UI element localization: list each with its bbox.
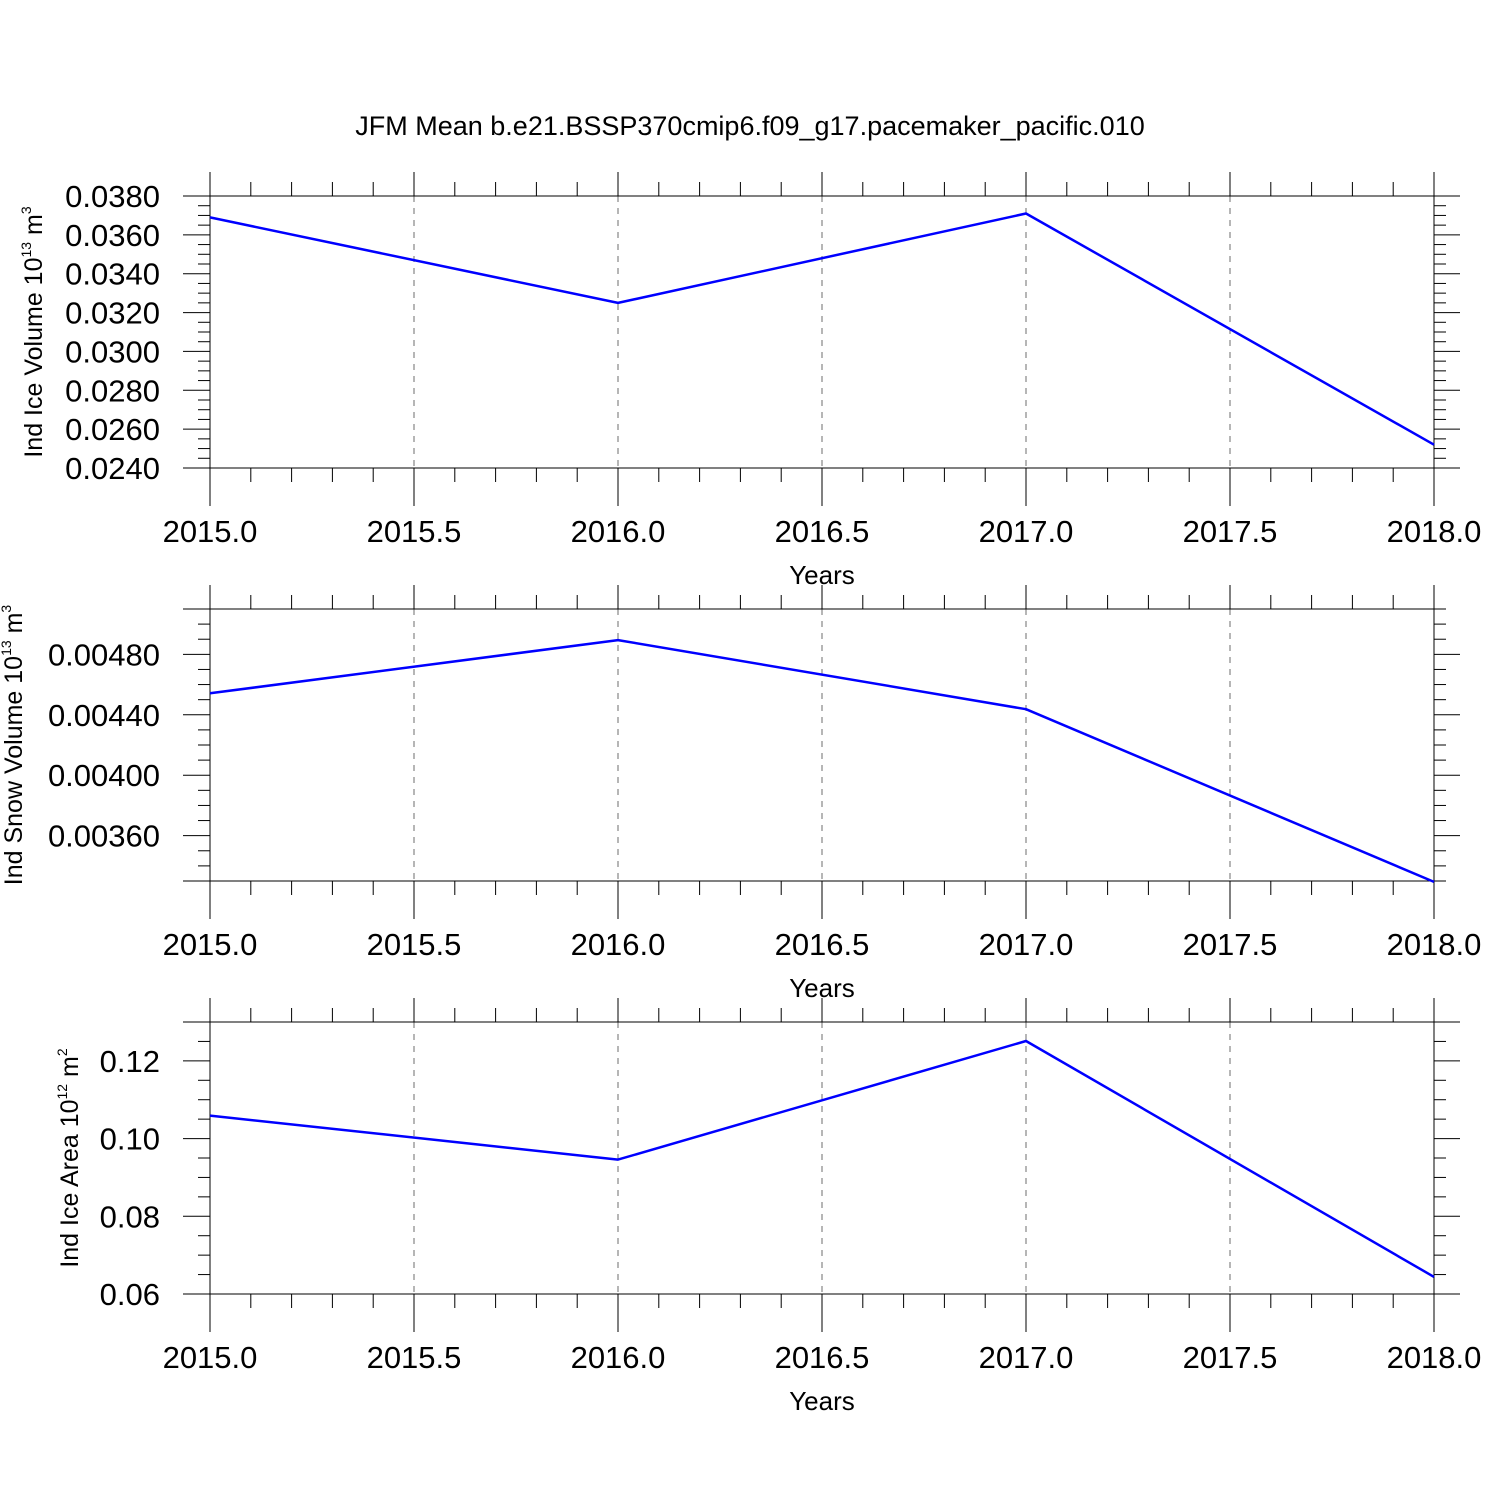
panel-3: 2015.0 2015.5 2016.0 2016.5 2017.0 2017.5 2018…: [54, 998, 1481, 1416]
y-axis-label-text: m: [0, 613, 28, 641]
y-axis-label-exponent: 13: [0, 640, 14, 656]
x-tick-label: 2016.0: [571, 927, 666, 962]
x-tick-label: 2017.5: [1183, 514, 1278, 549]
x-tick-label: 2016.5: [775, 927, 870, 962]
y-tick-label: 0.0320: [65, 296, 160, 331]
y-axis-label: Ind Ice Volume 1013 m3: [18, 206, 48, 458]
y-axis-label-exponent: 13: [18, 242, 34, 258]
y-tick-label: 0.08: [100, 1199, 160, 1234]
x-tick-label: 2017.0: [979, 514, 1074, 549]
y-tick-label: 0.0280: [65, 373, 160, 408]
series-line: [209, 212, 1435, 446]
x-axis-label: Years: [789, 1386, 855, 1416]
y-axis-label-text: m: [56, 1056, 84, 1084]
y-axis-label-text: Ind Ice Volume 10: [20, 258, 48, 458]
y-tick-label: 0.0340: [65, 257, 160, 292]
x-tick-label: 2015.5: [367, 927, 462, 962]
y-tick-label: 0.00360: [48, 819, 160, 854]
y-axis-label: Ind Snow Volume 1013 m3: [0, 605, 28, 886]
y-tick-label: 0.00440: [48, 698, 160, 733]
x-tick-label: 2016.5: [775, 514, 870, 549]
y-tick-label: 0.10: [100, 1122, 160, 1157]
y-tick-label: 0.0300: [65, 334, 160, 369]
y-tick-label: 0.0260: [65, 412, 160, 447]
y-axis-label-exponent: 12: [54, 1084, 70, 1100]
series-line: [209, 1039, 1435, 1278]
y-axis-label-text: Ind Ice Area 10: [56, 1099, 84, 1267]
y-tick-label: 0.00400: [48, 758, 160, 793]
x-tick-label: 2015.0: [163, 927, 258, 962]
y-tick-label: 0.0240: [65, 451, 160, 486]
y-tick-label: 0.00480: [48, 637, 160, 672]
y-axis-label-exponent: 2: [54, 1048, 70, 1056]
figure-title: JFM Mean b.e21.BSSP370cmip6.f09_g17.pace…: [355, 111, 1144, 141]
x-tick-label: 2016.5: [775, 1340, 870, 1375]
x-tick-label: 2016.0: [571, 1340, 666, 1375]
series-line: [209, 638, 1435, 884]
y-axis-label: Ind Ice Area 1012 m2: [54, 1048, 84, 1268]
y-tick-label: 0.12: [100, 1044, 160, 1079]
y-axis-label-exponent: 3: [18, 206, 34, 214]
x-tick-label: 2017.5: [1183, 1340, 1278, 1375]
panels: 2015.0 2015.5 2016.0 2016.5 2017.0 2017.5 2018…: [0, 172, 1481, 1416]
x-tick-label: 2018.0: [1387, 514, 1482, 549]
x-tick-label: 2015.5: [367, 514, 462, 549]
y-tick-label: 0.0360: [65, 218, 160, 253]
x-tick-label: 2017.5: [1183, 927, 1278, 962]
x-tick-label: 2017.0: [979, 927, 1074, 962]
x-tick-label: 2018.0: [1387, 1340, 1482, 1375]
x-tick-label: 2015.0: [163, 514, 258, 549]
x-tick-label: 2018.0: [1387, 927, 1482, 962]
x-tick-label: 2016.0: [571, 514, 666, 549]
y-axis-label-text: Ind Snow Volume 10: [0, 656, 28, 885]
x-tick-label: 2015.0: [163, 1340, 258, 1375]
panel-1: 2015.0 2015.5 2016.0 2016.5 2017.0 2017.5 2018…: [18, 172, 1481, 590]
y-axis-label-exponent: 3: [0, 605, 14, 613]
x-tick-label: 2015.5: [367, 1340, 462, 1375]
x-tick-label: 2017.0: [979, 1340, 1074, 1375]
panel-2: 2015.0 2015.5 2016.0 2016.5 2017.0 2017.5 2018…: [0, 585, 1481, 1003]
y-axis-label-text: m: [20, 214, 48, 242]
y-tick-label: 0.0380: [65, 179, 160, 214]
y-tick-label: 0.06: [100, 1277, 160, 1312]
